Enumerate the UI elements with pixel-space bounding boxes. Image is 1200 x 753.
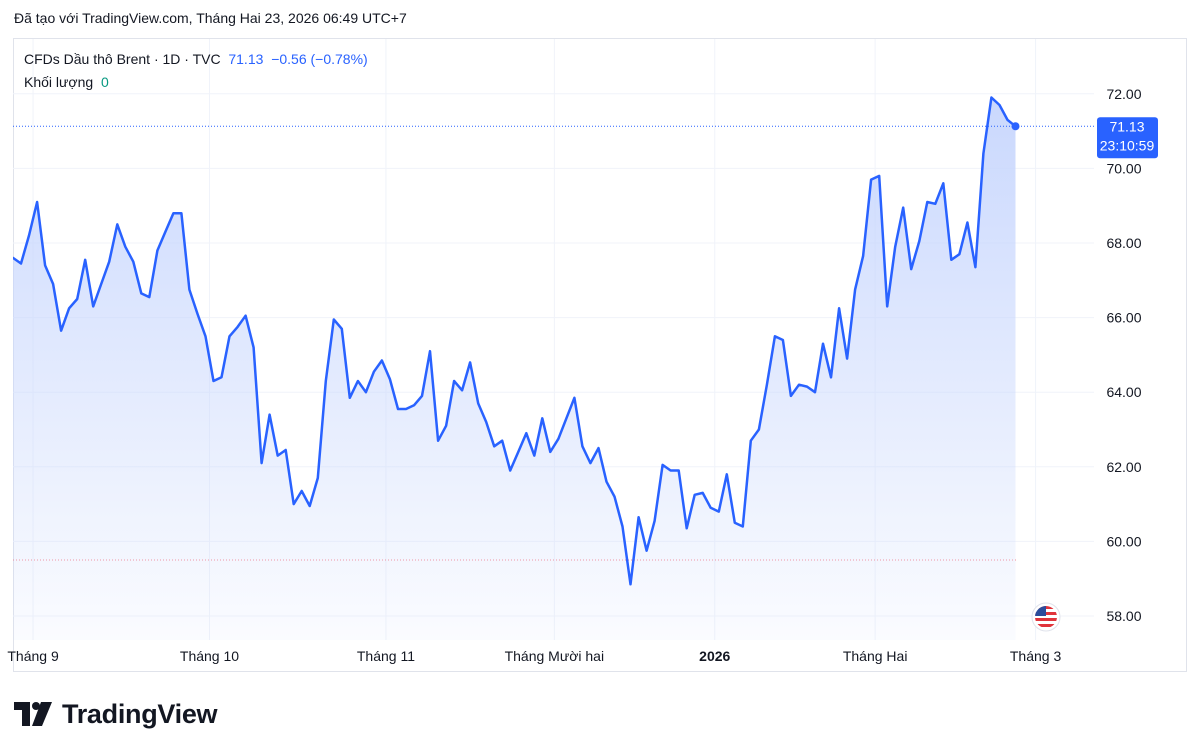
price-line[interactable] <box>13 96 1017 586</box>
y-tick-label: 72.00 <box>1106 86 1141 102</box>
chart-legend: CFDs Dầu thô Brent · 1D · TVC 71.13 −0.5… <box>24 48 368 94</box>
x-tick-label: Tháng 10 <box>180 648 239 664</box>
legend-volume-row: Khối lượng 0 <box>24 71 368 94</box>
y-tick-label: 68.00 <box>1106 235 1141 251</box>
y-tick-label: 66.00 <box>1106 310 1141 326</box>
tradingview-logo-text: TradingView <box>62 698 218 729</box>
last-price-badge-value: 71.13 <box>1109 118 1144 134</box>
legend-symbol[interactable]: CFDs Dầu thô Brent · 1D · TVC <box>24 51 221 67</box>
y-tick-label: 62.00 <box>1106 459 1141 475</box>
last-price-badge-countdown: 23:10:59 <box>1100 137 1155 153</box>
legend-volume-value: 0 <box>100 74 109 90</box>
x-tick-label: 2026 <box>699 648 730 664</box>
y-tick-label: 70.00 <box>1106 160 1141 176</box>
price-area <box>13 97 1016 640</box>
legend-last-price: 71.13 <box>228 51 264 67</box>
y-tick-label: 58.00 <box>1106 608 1141 624</box>
legend-change: −0.56 (−0.78%) <box>271 51 368 67</box>
us-flag-icon[interactable] <box>1031 602 1061 632</box>
legend-symbol-row: CFDs Dầu thô Brent · 1D · TVC 71.13 −0.5… <box>24 48 368 71</box>
x-axis: Tháng 9 Tháng 10 Tháng 11 Tháng Mười hai 202… <box>7 648 1061 664</box>
tradingview-logo[interactable]: TradingView <box>14 698 218 730</box>
tradingview-logo-icon <box>14 702 52 726</box>
x-tick-label: Tháng 3 <box>1010 648 1062 664</box>
x-tick-label: Tháng 9 <box>7 648 59 664</box>
y-tick-label: 64.00 <box>1106 384 1141 400</box>
x-tick-label: Tháng Hai <box>843 648 908 664</box>
last-price-dot <box>1011 122 1020 131</box>
x-tick-label: Tháng 11 <box>357 648 415 664</box>
y-tick-label: 60.00 <box>1106 533 1141 549</box>
x-tick-label: Tháng Mười hai <box>505 648 604 664</box>
created-with-header: Đã tạo với TradingView.com, Tháng Hai 23… <box>14 10 407 26</box>
legend-volume-label[interactable]: Khối lượng <box>24 74 94 90</box>
y-axis: 58.00 60.00 62.00 64.00 66.00 68.00 70.00 72.00 <box>1106 86 1141 624</box>
last-price-badge <box>1097 117 1158 159</box>
